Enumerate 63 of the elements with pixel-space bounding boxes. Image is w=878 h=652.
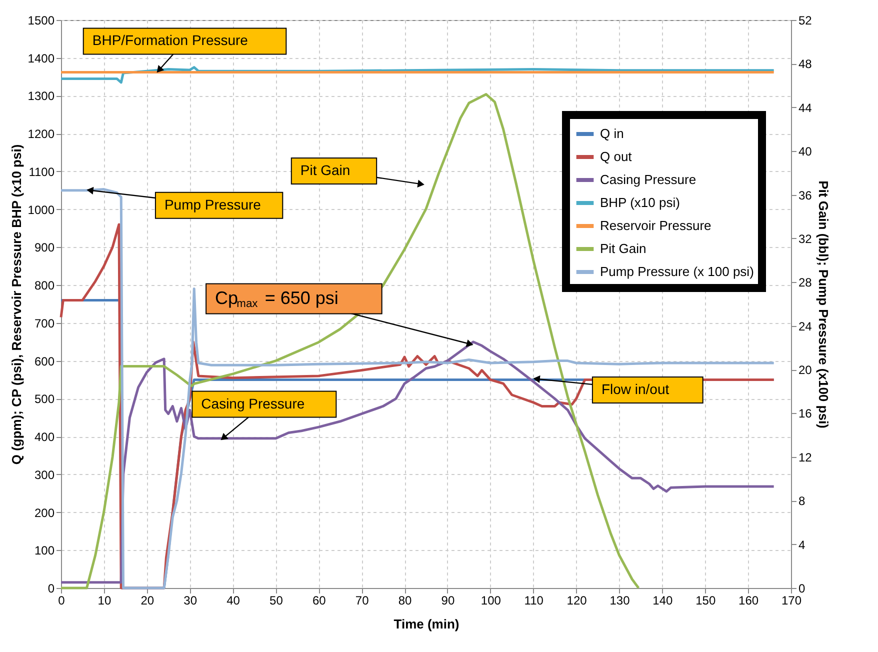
annotation: Pit Gain [300,162,350,178]
x-tick-label: 130 [610,594,630,608]
x-tick-label: 80 [398,594,412,608]
legend-label: Reservoir Pressure [600,218,712,233]
y2-tick-label: 48 [798,57,812,72]
x-tick-label: 120 [566,594,588,608]
y-tick-label: 300 [34,468,55,482]
x-tick-label: 60 [312,594,326,608]
y-tick-label: 1000 [28,202,55,217]
y2-tick-label: 24 [798,319,812,334]
x-tick-label: 160 [738,594,759,608]
annotation: Pump Pressure [164,196,262,212]
legend-label: Pump Pressure (x 100 psi) [600,264,754,279]
x-tick-label: 70 [355,594,370,608]
x-tick-label: 20 [140,594,154,608]
y-tick-label: 700 [34,316,55,330]
legend-label: Q in [600,126,624,141]
y2-tick-label: 52 [798,14,812,28]
y2-tick-label: 16 [798,406,812,421]
y-tick-label: 600 [34,354,55,368]
x-tick-label: 10 [98,594,112,608]
y-tick-label: 500 [34,392,55,406]
y2-tick-label: 4 [798,538,806,552]
x-tick-label: 150 [696,594,716,608]
y-tick-label: 800 [34,278,55,293]
y-tick-label: 100 [34,544,55,558]
legend-label: Pit Gain [600,241,646,256]
y-tick-label: 1500 [28,14,55,28]
x-tick-label: 110 [524,594,544,608]
y2-tick-label: 8 [798,494,806,508]
x-tick-label: 30 [184,594,198,608]
y2-tick-label: 32 [798,232,812,246]
legend-label: BHP (x10 psi) [600,195,680,210]
x-tick-label: 170 [781,594,802,608]
y2-tick-label: 20 [798,363,812,378]
legend-label: Q out [600,149,632,164]
y-tick-label: 900 [34,240,55,255]
y-tick-label: 1300 [28,89,55,104]
y2-tick-label: 28 [798,276,812,290]
x-tick-label: 140 [652,594,674,608]
y2-tick-label: 12 [798,450,812,464]
annotation: Casing Pressure [201,395,305,412]
x-tick-label: 0 [58,594,66,608]
y2-tick-label: 40 [798,144,812,159]
legend-label: Casing Pressure [600,172,696,187]
x-tick-label: 50 [270,594,284,608]
annotation: Flow in/out [601,380,670,397]
y-tick-label: 1200 [28,127,55,142]
y-tick-label: 400 [34,430,55,444]
annotation: BHP/Formation Pressure [92,32,248,48]
y-tick-label: 1400 [28,51,55,66]
y-tick-label: 0 [48,582,55,596]
y2-tick-label: 0 [798,582,806,596]
y-axis-title: Q (gpm); CP (psi), Reservoir Pressure BHP (x10 psi) [8,144,24,465]
x-tick-label: 40 [226,594,240,608]
y2-tick-label: 36 [798,188,812,202]
y2-tick-label: 44 [798,100,812,115]
y2-axis-title: Pit Gain (bbl); Pump Pressure (x100 psi) [816,180,831,428]
x-tick-label: 100 [480,594,502,608]
y-tick-label: 200 [34,506,55,520]
x-tick-label: 90 [441,594,455,608]
y-tick-label: 1100 [28,164,55,179]
x-axis-title: Time (min) [394,616,460,632]
